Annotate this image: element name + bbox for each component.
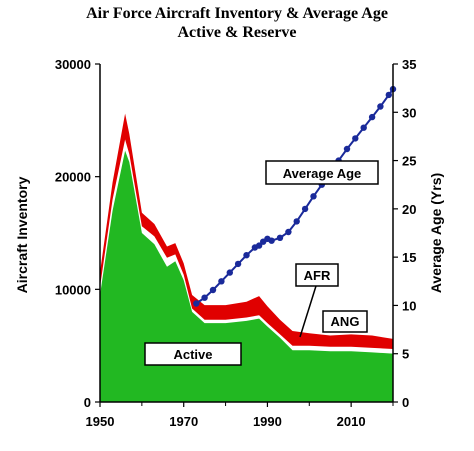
afr-label: AFR bbox=[304, 268, 331, 283]
average-age-point bbox=[385, 91, 392, 99]
y2-tick-label: 35 bbox=[402, 57, 416, 72]
y2-tick-label: 10 bbox=[402, 298, 416, 313]
average-age-series bbox=[193, 85, 397, 307]
average-age-point bbox=[377, 103, 384, 110]
average-age-point bbox=[301, 205, 309, 213]
average-age-line bbox=[195, 88, 394, 305]
y2-axis-ticks: 0 5 10 15 20 25 30 35 bbox=[393, 57, 416, 410]
y-tick-label: 30000 bbox=[55, 57, 91, 72]
average-age-point bbox=[310, 193, 317, 200]
chart-subtitle: Active & Reserve bbox=[177, 24, 296, 41]
y2-tick-label: 20 bbox=[402, 202, 416, 217]
y-axis-label: Aircraft Inventory bbox=[14, 176, 30, 293]
average-age-point bbox=[201, 294, 208, 301]
y-axis-ticks: 0 10000 20000 30000 bbox=[55, 57, 100, 410]
afr-callout: AFR bbox=[295, 263, 339, 338]
average-age-point bbox=[193, 300, 200, 307]
active-label: Active bbox=[173, 347, 212, 362]
x-tick-label: 1950 bbox=[86, 414, 115, 429]
average-age-box bbox=[265, 160, 379, 185]
chart-title: Air Force Aircraft Inventory & Average A… bbox=[86, 5, 388, 22]
afr-box bbox=[295, 263, 339, 287]
average-age-point bbox=[285, 228, 292, 236]
average-age-point bbox=[276, 234, 284, 241]
y2-axis-label: Average Age (Yrs) bbox=[428, 173, 444, 293]
average-age-callout: Average Age bbox=[265, 160, 379, 185]
ang-label: ANG bbox=[331, 314, 360, 329]
average-age-point bbox=[343, 145, 351, 153]
average-age-point bbox=[226, 269, 233, 276]
x-axis-ticks: 1950 1970 1990 2010 bbox=[86, 402, 394, 429]
average-age-point bbox=[255, 242, 263, 249]
y2-tick-label: 5 bbox=[402, 347, 409, 362]
y2-tick-label: 30 bbox=[402, 105, 416, 120]
y-tick-label: 0 bbox=[84, 395, 91, 410]
average-age-point bbox=[218, 278, 225, 285]
y2-tick-label: 25 bbox=[402, 154, 416, 169]
average-age-point bbox=[352, 135, 359, 142]
axes bbox=[99, 64, 394, 403]
area-layers bbox=[100, 113, 393, 402]
x-tick-label: 2010 bbox=[337, 414, 366, 429]
average-age-point bbox=[234, 260, 242, 268]
x-tick-label: 1990 bbox=[253, 414, 282, 429]
x-tick-label: 1970 bbox=[169, 414, 198, 429]
active-box bbox=[144, 342, 242, 366]
average-age-point bbox=[368, 113, 376, 121]
y2-tick-label: 15 bbox=[402, 250, 416, 265]
average-age-point bbox=[360, 124, 367, 131]
average-age-label: Average Age bbox=[283, 166, 362, 181]
active-callout: Active bbox=[144, 342, 242, 366]
y-tick-label: 10000 bbox=[55, 282, 91, 297]
average-age-point bbox=[268, 237, 275, 244]
average-age-point bbox=[243, 252, 250, 259]
ang-box bbox=[322, 310, 368, 333]
average-age-point bbox=[209, 286, 217, 294]
y-tick-label: 20000 bbox=[55, 170, 91, 185]
ang-callout: ANG bbox=[322, 310, 368, 333]
afr-pointer bbox=[299, 285, 317, 338]
average-age-point bbox=[293, 218, 300, 225]
area-active bbox=[100, 150, 393, 402]
y2-tick-label: 0 bbox=[402, 395, 409, 410]
